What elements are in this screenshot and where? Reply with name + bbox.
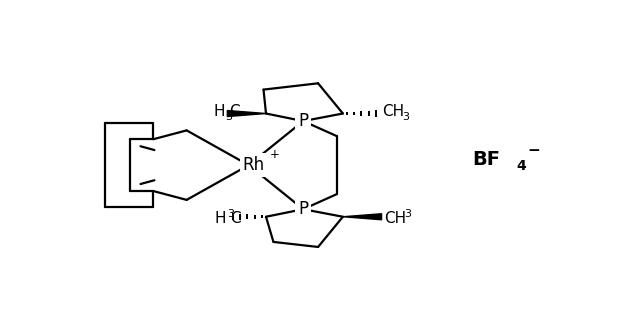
- Text: 4: 4: [516, 159, 526, 173]
- Text: 3: 3: [227, 209, 234, 219]
- Text: C: C: [230, 211, 241, 226]
- Text: 3: 3: [225, 112, 232, 122]
- Text: +: +: [270, 148, 280, 161]
- Text: P: P: [298, 112, 308, 130]
- Text: 3: 3: [403, 112, 410, 122]
- Text: H: H: [213, 104, 225, 119]
- Polygon shape: [227, 111, 266, 116]
- Text: BF: BF: [472, 150, 500, 169]
- Text: Rh: Rh: [243, 156, 265, 174]
- Text: C: C: [229, 104, 240, 119]
- Text: CH: CH: [383, 104, 404, 119]
- Text: CH: CH: [384, 211, 406, 226]
- Text: −: −: [527, 143, 540, 158]
- Text: 3: 3: [404, 209, 411, 219]
- Text: H: H: [215, 211, 227, 226]
- Polygon shape: [343, 214, 381, 220]
- Text: P: P: [298, 200, 308, 218]
